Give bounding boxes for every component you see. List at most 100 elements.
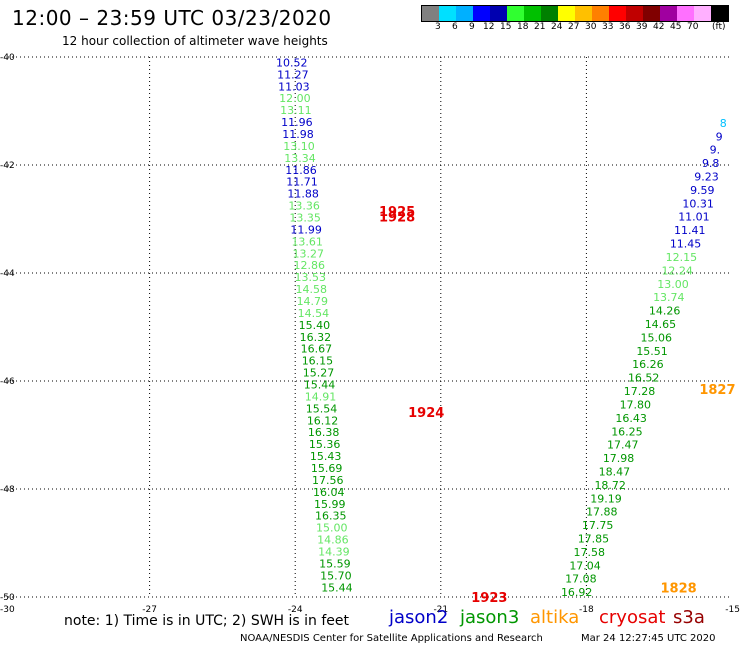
color-scale-tick-label: 9 — [469, 22, 475, 32]
wave-height-value: 9.23 — [694, 171, 719, 184]
footer-timestamp: Mar 24 12:27:45 UTC 2020 — [581, 633, 716, 644]
wave-height-value: 12.00 — [279, 92, 311, 105]
wave-height-value: 13.27 — [292, 247, 324, 260]
wave-height-value: 16.32 — [300, 331, 332, 344]
color-scale-tick-label: 33 — [602, 22, 614, 32]
wave-height-value: 14.91 — [305, 390, 337, 403]
legend-cryosat: cryosat — [599, 607, 666, 628]
wave-height-value: 11.71 — [286, 176, 318, 189]
wave-height-value: 15.54 — [306, 402, 338, 415]
color-scale-swatch — [507, 6, 524, 21]
wave-height-value: 15.99 — [314, 498, 346, 511]
legend-note: note: 1) Time is in UTC; 2) SWH is in fe… — [64, 613, 350, 629]
legend-altika: altika — [530, 607, 580, 628]
wave-height-value: 13.34 — [284, 152, 316, 165]
color-scale-tick-label: 45 — [670, 22, 682, 32]
wave-height-value: 9. — [710, 144, 721, 157]
wave-height-value: 16.92 — [561, 586, 593, 599]
color-scale-swatch — [694, 6, 711, 21]
color-scale-swatch — [490, 6, 507, 21]
wave-height-value: 17.08 — [565, 573, 597, 586]
wave-height-value: 15.70 — [320, 569, 352, 582]
color-scale-tick-label: 15 — [500, 22, 512, 32]
wave-height-value: 11.01 — [678, 211, 710, 224]
wave-height-value: 17.47 — [607, 439, 639, 452]
wave-height-value: 11.03 — [278, 80, 310, 93]
wave-height-value: 10.31 — [682, 197, 714, 210]
wave-height-value: 18.47 — [599, 465, 631, 478]
color-scale-tick-label: 21 — [534, 22, 546, 32]
wave-height-value: 17.80 — [620, 398, 652, 411]
color-scale-tick-label: 42 — [653, 22, 665, 32]
color-scale-swatch — [422, 6, 439, 21]
color-scale-swatch — [473, 6, 490, 21]
wave-height-value: 15.06 — [641, 331, 673, 344]
y-tick-label: -44 — [0, 269, 15, 279]
wave-height-value: 16.04 — [313, 486, 345, 499]
wave-height-value: 14.58 — [296, 283, 328, 296]
x-tick-label: -30 — [0, 605, 15, 615]
wave-height-value: 15.44 — [304, 378, 336, 391]
x-tick-label: -24 — [288, 605, 303, 615]
color-scale-tick-label: 6 — [452, 22, 458, 32]
wave-height-value: 15.44 — [321, 581, 353, 594]
x-tick-label: -18 — [579, 605, 594, 615]
color-scale-bar — [421, 5, 729, 22]
color-scale-swatch — [575, 6, 592, 21]
footer-credit: NOAA/NESDIS Center for Satellite Applica… — [240, 633, 543, 644]
color-scale-tick-label: 12 — [483, 22, 495, 32]
time-label: 1828 — [661, 581, 697, 596]
wave-height-value: 15.69 — [311, 462, 343, 475]
wave-height-value: 13.11 — [280, 104, 312, 117]
color-scale-swatch — [456, 6, 473, 21]
wave-height-value: 13.00 — [657, 278, 689, 291]
color-scale-swatch — [643, 6, 660, 21]
y-tick-label: -46 — [0, 377, 15, 387]
wave-height-value: 11.99 — [290, 223, 322, 236]
wave-height-value: 14.26 — [649, 305, 681, 318]
wave-height-value: 14.79 — [297, 295, 329, 308]
x-tick-label: -27 — [142, 605, 157, 615]
wave-height-value: 14.65 — [645, 318, 677, 331]
wave-height-value: 16.52 — [628, 372, 660, 385]
color-scale-tick-label: 24 — [551, 22, 563, 32]
color-scale-swatch — [677, 6, 694, 21]
wave-height-value: 14.39 — [318, 545, 350, 558]
chart-subtitle: 12 hour collection of altimeter wave hei… — [62, 34, 328, 48]
wave-height-value: 15.27 — [303, 367, 335, 380]
y-tick-label: -48 — [0, 485, 15, 495]
y-tick-label: -42 — [0, 161, 15, 171]
wave-height-value: 15.51 — [636, 345, 668, 358]
wave-height-value: 17.28 — [624, 385, 656, 398]
wave-height-value: 13.53 — [295, 271, 327, 284]
wave-height-value: 15.00 — [316, 522, 348, 535]
wave-height-value: 11.96 — [281, 116, 313, 129]
wave-height-value: 11.88 — [287, 188, 319, 201]
wave-height-value: 16.25 — [611, 425, 643, 438]
wave-height-value: 17.88 — [586, 506, 618, 519]
wave-height-value: 16.38 — [308, 426, 340, 439]
wave-height-value: 17.98 — [603, 452, 635, 465]
wave-height-value: 14.54 — [298, 307, 330, 320]
wave-height-value: 17.85 — [578, 533, 610, 546]
color-scale-swatch — [592, 6, 609, 21]
time-label: 1827 — [699, 383, 735, 398]
color-scale-tick-label: 30 — [585, 22, 597, 32]
color-scale-swatch — [558, 6, 575, 21]
wave-height-value: 14.86 — [317, 534, 349, 547]
color-scale-tick-label: 18 — [517, 22, 529, 32]
y-tick-label: -40 — [0, 53, 15, 63]
wave-height-value: 16.26 — [632, 358, 664, 371]
wave-height-value: 12.86 — [293, 259, 325, 272]
wave-height-value: 16.12 — [307, 414, 339, 427]
color-scale-tick-label: 36 — [619, 22, 631, 32]
color-scale-swatch — [524, 6, 541, 21]
x-tick-label: -15 — [725, 605, 740, 615]
wave-height-value: 9 — [716, 130, 723, 143]
wave-height-value: 9.8 — [702, 157, 720, 170]
legend-jason3: jason3 — [460, 607, 520, 628]
wave-height-value: 12.24 — [661, 264, 693, 277]
color-scale-unit: (ft) — [712, 22, 726, 32]
wave-height-value: 16.15 — [302, 355, 334, 368]
wave-height-value: 17.75 — [582, 519, 614, 532]
